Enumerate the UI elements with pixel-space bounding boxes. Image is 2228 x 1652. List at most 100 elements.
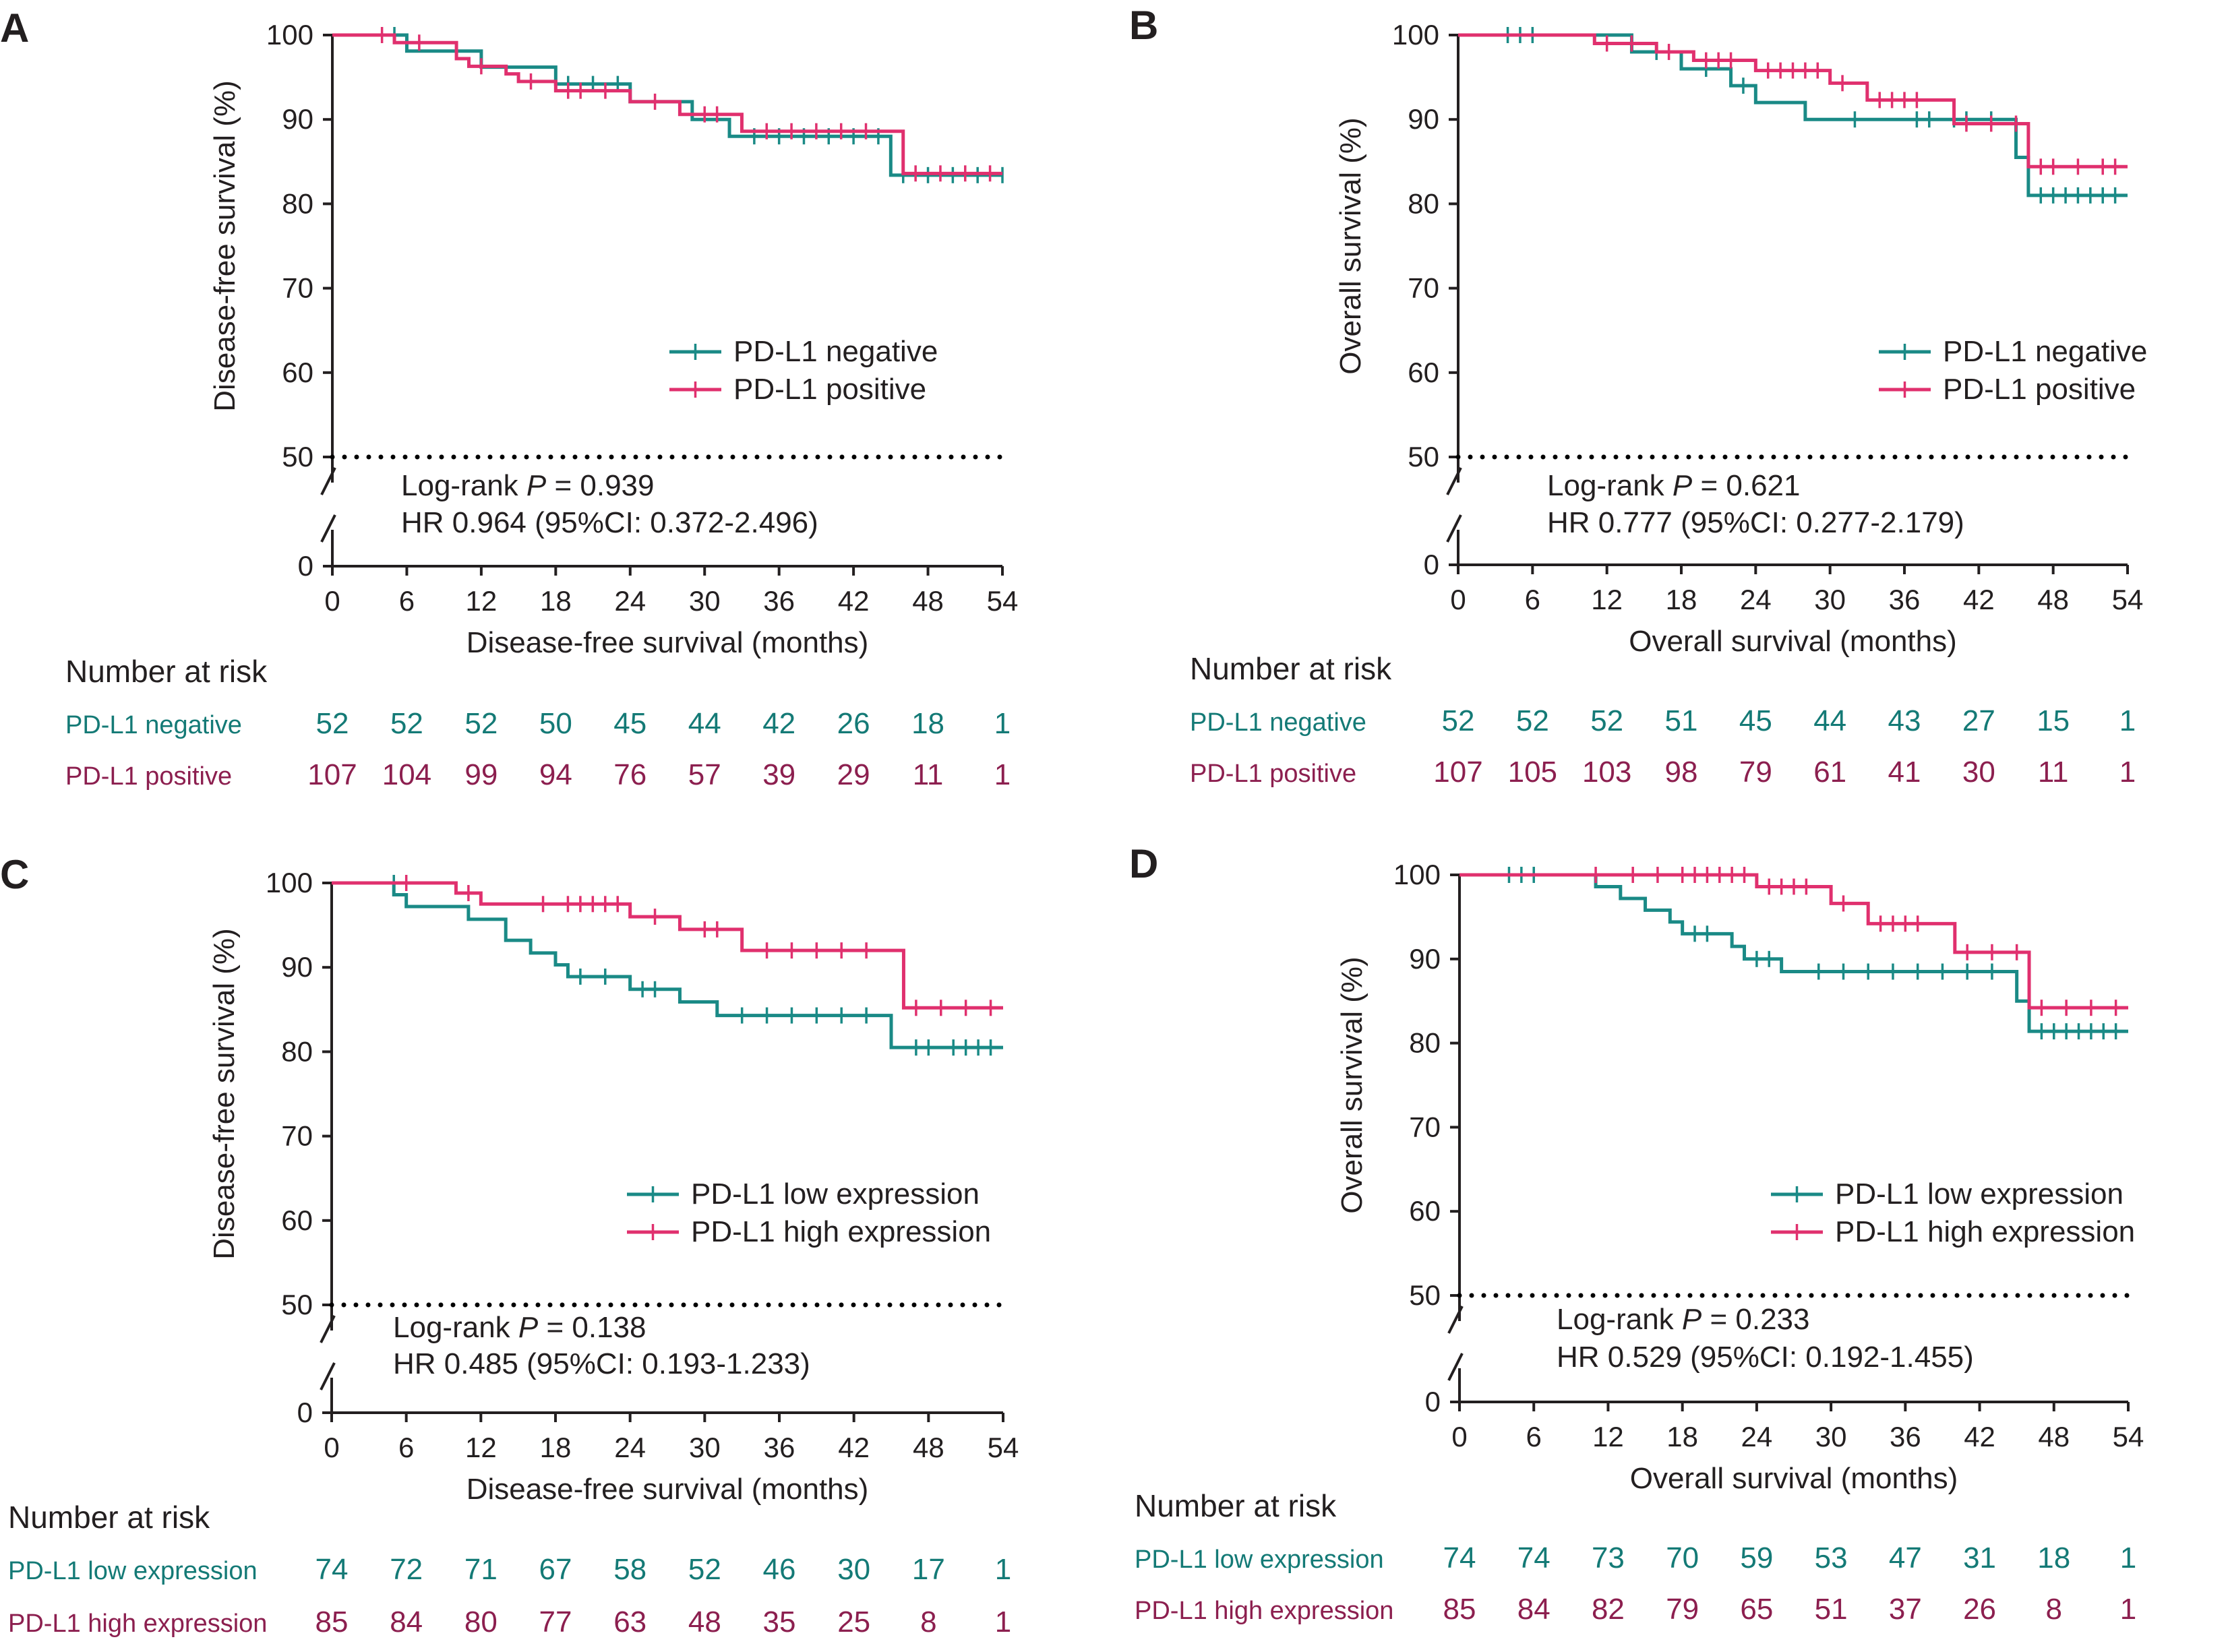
legend-label: PD-L1 high expression bbox=[1835, 1215, 2135, 1248]
x-tick-label: 0 bbox=[1451, 1421, 1467, 1452]
risk-count: 53 bbox=[1815, 1541, 1848, 1574]
risk-count: 107 bbox=[1433, 756, 1482, 789]
x-tick-label: 24 bbox=[1740, 584, 1772, 615]
risk-count: 18 bbox=[911, 707, 944, 740]
x-tick-label: 42 bbox=[1964, 1421, 1995, 1452]
y-tick-label: 50 bbox=[1409, 1279, 1441, 1311]
risk-count: 8 bbox=[920, 1605, 936, 1639]
risk-count: 1 bbox=[2119, 756, 2136, 789]
risk-count: 42 bbox=[762, 707, 795, 740]
risk-count: 71 bbox=[464, 1553, 498, 1586]
risk-count: 79 bbox=[1739, 756, 1772, 789]
x-tick-label: 12 bbox=[1592, 1421, 1624, 1452]
risk-count: 43 bbox=[1888, 704, 1921, 737]
x-tick-label: 6 bbox=[399, 585, 415, 617]
y-tick-label: 0 bbox=[1425, 1386, 1441, 1417]
y-tick-label: 70 bbox=[1409, 1111, 1441, 1142]
risk-count: 41 bbox=[1888, 756, 1921, 789]
y-tick-label: 90 bbox=[1409, 943, 1441, 975]
y-axis-break-mark bbox=[1447, 1306, 1464, 1334]
panel-label: C bbox=[0, 852, 29, 897]
y-tick-label: 80 bbox=[282, 187, 313, 219]
x-tick-label: 18 bbox=[1666, 1421, 1698, 1452]
legend-label: PD-L1 positive bbox=[733, 373, 926, 406]
x-tick-label: 18 bbox=[1666, 584, 1697, 615]
risk-count: 72 bbox=[390, 1553, 423, 1586]
y-tick-label: 70 bbox=[281, 1120, 313, 1152]
risk-count: 52 bbox=[316, 707, 349, 740]
x-tick-label: 6 bbox=[1525, 584, 1540, 615]
legend-label: PD-L1 low expression bbox=[1835, 1177, 2124, 1211]
risk-count: 11 bbox=[2038, 756, 2069, 789]
panel-a: A 0 50 60 70 80 90 100 0 6 12 18 24 30 36 42 48 54 Disease… bbox=[0, 5, 1018, 791]
risk-count: 51 bbox=[1815, 1593, 1848, 1626]
risk-count: 85 bbox=[1443, 1593, 1476, 1626]
risk-row-label: PD-L1 positive bbox=[65, 762, 232, 791]
risk-count: 73 bbox=[1592, 1541, 1625, 1574]
legend-label: PD-L1 negative bbox=[733, 335, 938, 368]
risk-count: 45 bbox=[613, 707, 646, 740]
y-axis-break-mark bbox=[1446, 467, 1462, 495]
y-axis-break-mark bbox=[320, 1362, 336, 1390]
risk-count: 107 bbox=[307, 758, 357, 791]
y-tick-label: 80 bbox=[1408, 187, 1439, 219]
risk-table-title: Number at risk bbox=[1190, 651, 1392, 686]
x-tick-label: 48 bbox=[2037, 584, 2069, 615]
x-axis-title: Disease-free survival (months) bbox=[466, 626, 869, 659]
panel-b: B 0 50 60 70 80 90 100 0 6 12 18 24 30 36 42 48 54 Overall… bbox=[1129, 3, 2147, 789]
y-axis-break-mark bbox=[1447, 1353, 1464, 1381]
risk-count: 46 bbox=[763, 1553, 796, 1586]
x-axis-title: Overall survival (months) bbox=[1630, 1462, 1958, 1495]
hazard-ratio-text: HR 0.777 (95%CI: 0.277-2.179) bbox=[1547, 506, 1964, 539]
log-rank-text: Log-rank P = 0.939 bbox=[401, 469, 655, 502]
y-tick-label: 70 bbox=[1408, 272, 1439, 304]
x-tick-label: 30 bbox=[1815, 1421, 1847, 1452]
panel-label: D bbox=[1129, 841, 1158, 886]
x-tick-label: 18 bbox=[540, 1432, 572, 1463]
y-tick-label: 80 bbox=[1409, 1027, 1441, 1059]
risk-count: 35 bbox=[763, 1605, 796, 1639]
y-tick-label: 80 bbox=[281, 1035, 313, 1067]
y-tick-label: 60 bbox=[281, 1204, 313, 1236]
x-tick-label: 48 bbox=[2038, 1421, 2070, 1452]
risk-count: 63 bbox=[613, 1605, 646, 1639]
risk-count: 15 bbox=[2037, 704, 2070, 737]
x-axis-title: Overall survival (months) bbox=[1629, 625, 1957, 658]
legend-label: PD-L1 high expression bbox=[691, 1215, 991, 1248]
y-tick-label: 100 bbox=[1392, 19, 1439, 51]
risk-count: 1 bbox=[2120, 1541, 2136, 1574]
risk-count: 18 bbox=[2037, 1541, 2070, 1574]
x-tick-label: 30 bbox=[689, 1432, 721, 1463]
risk-count: 52 bbox=[1442, 704, 1475, 737]
log-rank-text: Log-rank P = 0.138 bbox=[393, 1311, 646, 1344]
x-tick-label: 36 bbox=[1889, 584, 1921, 615]
risk-count: 29 bbox=[837, 758, 870, 791]
y-tick-label: 100 bbox=[1393, 859, 1441, 890]
risk-count: 76 bbox=[613, 758, 646, 791]
y-axis-break-mark bbox=[1446, 514, 1462, 543]
risk-count: 57 bbox=[688, 758, 721, 791]
panel-label: A bbox=[0, 5, 29, 51]
y-tick-label: 60 bbox=[1408, 357, 1439, 388]
x-tick-label: 30 bbox=[689, 585, 721, 617]
risk-count: 79 bbox=[1666, 1593, 1699, 1626]
survival-curve-group1 bbox=[1458, 33, 2128, 197]
x-tick-label: 48 bbox=[912, 585, 944, 617]
risk-count: 1 bbox=[995, 1605, 1011, 1639]
x-tick-label: 54 bbox=[2113, 1421, 2144, 1452]
x-tick-label: 0 bbox=[324, 585, 340, 617]
risk-count: 52 bbox=[688, 1553, 721, 1586]
risk-count: 45 bbox=[1739, 704, 1772, 737]
y-tick-label: 100 bbox=[266, 19, 313, 51]
y-tick-label: 100 bbox=[266, 867, 313, 898]
y-tick-label: 0 bbox=[1424, 549, 1439, 580]
y-axis-title: Disease-free survival (%) bbox=[208, 80, 241, 411]
x-tick-label: 6 bbox=[1526, 1421, 1542, 1452]
risk-count: 25 bbox=[837, 1605, 870, 1639]
y-tick-label: 70 bbox=[282, 272, 313, 304]
x-tick-label: 18 bbox=[540, 585, 572, 617]
risk-count: 31 bbox=[1963, 1541, 1996, 1574]
x-tick-label: 0 bbox=[1450, 584, 1466, 615]
risk-count: 61 bbox=[1813, 756, 1846, 789]
